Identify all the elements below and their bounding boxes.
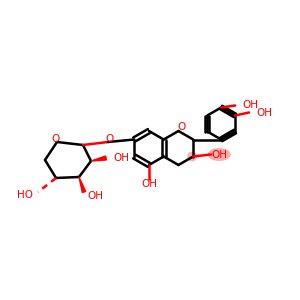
Polygon shape: [79, 177, 86, 193]
Text: OH: OH: [87, 191, 103, 201]
Ellipse shape: [208, 148, 231, 161]
Text: OH: OH: [141, 179, 157, 189]
Text: O: O: [177, 122, 186, 132]
Text: O: O: [51, 134, 59, 144]
Ellipse shape: [187, 152, 197, 161]
Polygon shape: [91, 156, 106, 161]
Text: OH: OH: [113, 153, 129, 163]
Text: OH: OH: [256, 107, 272, 118]
Text: OH: OH: [211, 149, 227, 160]
Text: O: O: [105, 134, 113, 144]
Text: OH: OH: [242, 100, 258, 110]
Text: HO: HO: [17, 190, 33, 200]
